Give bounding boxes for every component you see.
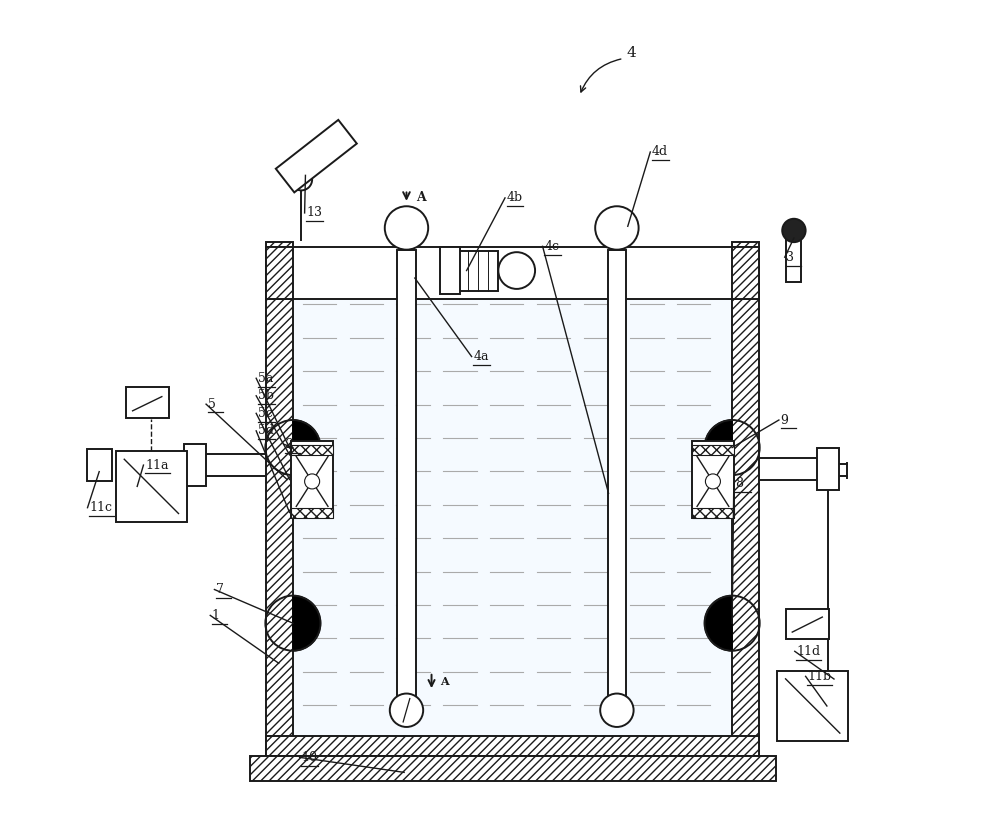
Bar	[184, 444, 206, 486]
Text: 4b: 4b	[507, 191, 523, 205]
Bar	[732, 242, 759, 756]
Text: A: A	[440, 676, 449, 687]
Text: 2: 2	[285, 438, 293, 451]
Text: 3: 3	[786, 250, 794, 264]
Circle shape	[385, 206, 428, 250]
Polygon shape	[293, 420, 320, 475]
Bar	[87, 449, 112, 481]
Text: 5b: 5b	[258, 389, 274, 402]
Text: 4d: 4d	[652, 145, 668, 159]
Bar	[732, 247, 759, 299]
Bar	[397, 250, 416, 711]
Bar	[291, 441, 333, 518]
Text: A: A	[416, 190, 426, 204]
Circle shape	[782, 219, 806, 242]
Text: 5d: 5d	[258, 424, 274, 438]
Text: 13: 13	[306, 206, 322, 220]
Circle shape	[705, 474, 720, 489]
Text: 11d: 11d	[796, 645, 821, 658]
Bar	[266, 247, 759, 299]
Circle shape	[600, 694, 634, 727]
Circle shape	[498, 252, 535, 289]
Bar	[293, 291, 732, 737]
Bar	[786, 240, 801, 282]
Bar	[692, 445, 734, 455]
Text: 8: 8	[735, 477, 743, 490]
Text: 9: 9	[781, 413, 788, 427]
Circle shape	[390, 694, 423, 727]
Polygon shape	[705, 595, 732, 650]
Circle shape	[305, 474, 320, 489]
Text: 4c: 4c	[544, 240, 559, 253]
Bar	[116, 451, 187, 522]
Text: 10: 10	[301, 751, 317, 764]
Bar	[291, 445, 333, 455]
Bar	[692, 508, 734, 518]
Text: 4: 4	[627, 46, 637, 60]
Bar	[786, 609, 829, 639]
Circle shape	[595, 206, 639, 250]
Polygon shape	[276, 120, 357, 192]
Bar	[291, 508, 333, 518]
Circle shape	[290, 169, 312, 190]
Text: 4a: 4a	[473, 350, 489, 363]
Bar	[126, 387, 169, 418]
Bar	[777, 671, 848, 741]
Text: 5c: 5c	[258, 407, 273, 420]
Bar	[608, 250, 626, 711]
Text: 11a: 11a	[145, 458, 169, 472]
Bar	[440, 247, 460, 294]
Bar	[266, 736, 759, 756]
Text: 5: 5	[208, 397, 216, 411]
Polygon shape	[293, 595, 320, 650]
Text: 5a: 5a	[258, 372, 273, 385]
Text: 11c: 11c	[89, 501, 112, 514]
Bar	[250, 756, 776, 781]
Polygon shape	[705, 420, 732, 475]
Bar	[817, 448, 839, 489]
Text: 11b: 11b	[807, 670, 831, 683]
Bar	[458, 250, 498, 291]
Text: 7: 7	[216, 583, 224, 596]
Text: 1: 1	[212, 609, 220, 622]
Bar	[266, 242, 293, 756]
Bar	[266, 247, 293, 299]
Bar	[692, 441, 734, 518]
